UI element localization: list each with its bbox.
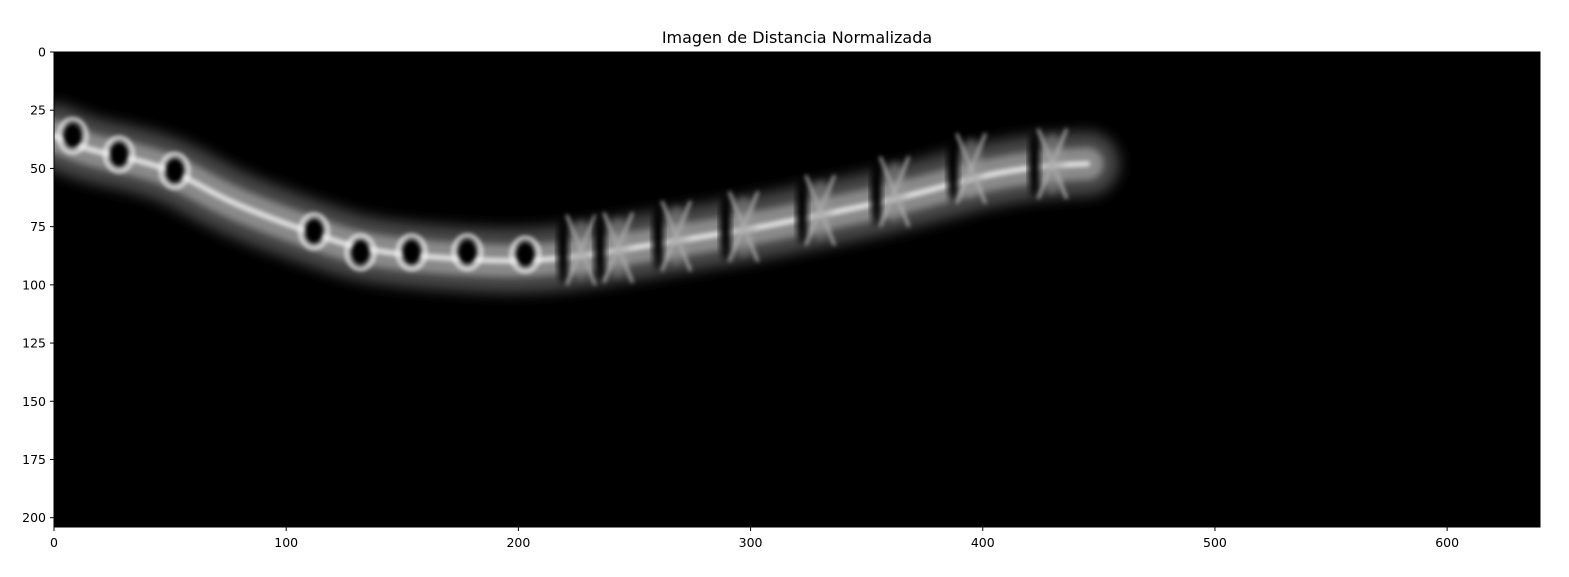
node-glow: [664, 205, 689, 266]
x-tick-label: 300: [739, 535, 763, 550]
x-tick-label: 600: [1435, 535, 1459, 550]
node-hole: [351, 240, 370, 265]
node-ring: [451, 233, 483, 271]
y-tick-label: 100: [22, 277, 46, 292]
node-glow: [569, 219, 594, 280]
y-tick-label: 75: [30, 219, 46, 234]
x-tick-label: 0: [50, 535, 58, 550]
ridge-node: [159, 152, 191, 190]
node-glow: [959, 138, 984, 199]
plot-frame: [53, 51, 1541, 528]
x-tick-label: 200: [506, 535, 530, 550]
ridge-node: [509, 236, 541, 274]
y-tick-label: 175: [22, 452, 46, 467]
ridge-node: [103, 135, 135, 173]
node-gap: [719, 192, 732, 261]
y-axis: 0 25 50 75 100 125 150 175 200: [22, 45, 54, 525]
ridge-node: [947, 131, 987, 205]
x-tick-label: 400: [971, 535, 995, 550]
node-hole: [402, 240, 421, 265]
node-hole: [305, 219, 324, 244]
ridge-node: [719, 190, 759, 264]
node-ring: [57, 117, 89, 155]
node-hole: [516, 242, 535, 267]
node-hole: [165, 158, 184, 183]
ridge-node: [1028, 127, 1068, 201]
node-ring: [298, 212, 330, 250]
node-ring: [103, 135, 135, 173]
x-axis: 0 100 200 300 400 500 600: [50, 527, 1459, 550]
node-glow: [606, 217, 631, 278]
node-gap: [870, 157, 883, 226]
y-tick-label: 25: [30, 103, 46, 118]
ridge-node: [451, 233, 483, 271]
node-gap: [1028, 129, 1041, 198]
y-tick-label: 150: [22, 394, 46, 409]
y-tick-label: 0: [38, 45, 46, 60]
ridge-node: [796, 173, 836, 247]
ridge-nodes: [57, 117, 1068, 287]
x-tick-label: 500: [1203, 535, 1227, 550]
node-ring: [344, 233, 376, 271]
node-ring: [509, 236, 541, 274]
ridge-node: [557, 213, 597, 287]
node-ring: [396, 233, 428, 271]
ridge-node: [652, 199, 692, 273]
node-glow: [808, 180, 833, 241]
distance-image: [54, 103, 1120, 293]
ridge-node: [594, 211, 634, 285]
node-hole: [63, 123, 82, 148]
node-hole: [110, 142, 129, 167]
ridge-node: [57, 117, 89, 155]
node-ring: [159, 152, 191, 190]
node-gap: [594, 213, 607, 282]
chart-title: Imagen de Distancia Normalizada: [662, 28, 932, 47]
node-glow: [882, 161, 907, 222]
ridge-node: [298, 212, 330, 250]
node-glow: [731, 196, 756, 257]
node-glow: [1040, 133, 1065, 194]
node-gap: [557, 215, 570, 284]
node-hole: [458, 240, 477, 265]
node-gap: [947, 134, 960, 203]
node-gap: [796, 176, 809, 245]
node-gap: [652, 201, 665, 270]
y-tick-label: 50: [30, 161, 46, 176]
image-background: [54, 52, 1540, 527]
y-tick-label: 125: [22, 336, 46, 351]
ridge-node: [344, 233, 376, 271]
x-tick-label: 100: [274, 535, 298, 550]
ridge-node: [870, 155, 910, 229]
ridge-node: [396, 233, 428, 271]
y-tick-label: 200: [22, 510, 46, 525]
